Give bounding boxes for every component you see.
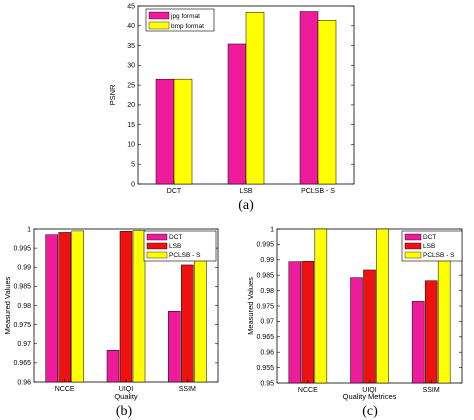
legend-entry: LSB	[423, 243, 435, 250]
y-tick-label: 20	[127, 102, 135, 109]
bar-dct-uiqi	[350, 277, 363, 384]
y-tick-label: 0.98	[260, 288, 274, 295]
bar-dct-ncce	[45, 234, 58, 383]
bar-pclsb-s-ncce	[71, 230, 84, 383]
x-tick-label: UIQI	[119, 386, 133, 393]
chart-panel-2: 0.95 0.955 0.96 0.965 0.97 0.975 0.98 0.985 0.99…	[246, 226, 463, 419]
x-tick-label: SSIM	[423, 387, 440, 394]
y-tick-label: 30	[127, 63, 135, 70]
y-tick-label: 15	[127, 122, 135, 129]
y-tick-label: 45	[127, 3, 135, 10]
y-tick-label: 0.965	[13, 360, 31, 367]
y-tick-label: 0.96	[260, 350, 274, 357]
x-tick-label: DCT	[167, 188, 182, 195]
bar-lsb-ncce	[301, 261, 315, 384]
y-tick-label: 0.985	[256, 273, 274, 280]
legend-swatch	[148, 11, 170, 20]
bar-jpg-format-lsb	[227, 43, 247, 185]
legend-entry: PCLSB - S	[423, 252, 455, 259]
x-tick-label: SSIM	[179, 386, 196, 393]
legend: DCT LSB PCLSB - S	[401, 230, 463, 262]
x-tick-label: NCCE	[55, 386, 75, 393]
x-tick-label: UIQI	[362, 387, 376, 394]
bar-lsb-uiqi	[119, 231, 133, 383]
y-tick-label: 25	[127, 82, 135, 89]
bar-bmp-format-lsb	[245, 12, 265, 185]
x-axis-label: Quality	[114, 392, 138, 401]
y-tick-label: 0.995	[256, 242, 274, 249]
y-tick-label: 1	[27, 226, 31, 233]
legend-swatch	[404, 251, 422, 259]
legend-entry: DCT	[423, 234, 436, 241]
y-tick-label: 0.965	[256, 334, 274, 341]
bar-pclsb-s-uiqi	[132, 230, 146, 383]
legend-entry: bmp format	[171, 23, 204, 30]
y-tick-label: 35	[127, 43, 135, 50]
legend: DCT LSB PCLSB - S	[143, 230, 217, 262]
legend-swatch	[146, 242, 168, 250]
legend-entry: DCT	[169, 234, 182, 241]
panel-caption: (c)	[362, 404, 378, 419]
bar-pclsb-s-ncce	[314, 228, 328, 384]
bar-dct-uiqi	[106, 350, 120, 383]
bar-bmp-format-dct	[173, 78, 193, 185]
legend-swatch	[404, 233, 422, 241]
x-axis-label: Quality Metrices	[343, 392, 397, 401]
y-tick-label: 0.975	[256, 303, 274, 310]
x-tick-label: PCLSB - S	[301, 188, 335, 195]
y-tick-label: 0.99	[260, 257, 274, 264]
legend-entry: LSB	[169, 243, 181, 250]
panel-caption: (b)	[116, 404, 133, 419]
bar-jpg-format-pclsb-s	[299, 11, 319, 185]
bar-bmp-format-pclsb-s	[317, 19, 337, 185]
legend-entry: jpg format	[170, 13, 200, 20]
legend: jpg format bmp format	[145, 8, 215, 32]
bar-jpg-format-dct	[155, 78, 175, 185]
legend-swatch	[146, 251, 168, 259]
chart-panel-1: 0.96 0.965 0.97 0.975 0.98 0.985 0.99 0.995 1 Mea…	[3, 226, 219, 419]
y-tick-label: 0.955	[256, 365, 274, 372]
bar-pclsb-s-ssim	[194, 252, 207, 383]
y-tick-label: 0.975	[13, 322, 31, 329]
y-tick-label: 10	[127, 142, 135, 149]
y-axis-label: Measured Values	[246, 277, 255, 335]
y-tick-label: 0.995	[13, 245, 31, 252]
y-tick-label: 5	[131, 162, 135, 169]
bar-lsb-uiqi	[363, 269, 376, 384]
legend-swatch	[404, 242, 422, 250]
y-tick-label: 0.96	[17, 379, 31, 386]
legend-swatch	[146, 233, 168, 241]
bar-dct-ssim	[411, 301, 425, 384]
y-axis-label: PSNR	[108, 84, 117, 105]
y-tick-label: 0.97	[17, 341, 31, 348]
y-tick-label: 0.98	[17, 303, 31, 310]
bar-lsb-ncce	[58, 232, 71, 383]
bar-lsb-ssim	[424, 280, 438, 384]
legend-entry: PCLSB - S	[169, 252, 201, 259]
y-axis-label: Measured Values	[3, 276, 12, 334]
y-tick-label: 40	[127, 23, 135, 30]
y-tick-label: 0.97	[260, 319, 274, 326]
chart-panel-0: 0 5 10 15 20 25 30 35 40 45 PSNR DCT LSB PCLSB - S jpg…	[108, 3, 355, 213]
panel-caption: (a)	[238, 198, 254, 213]
bar-dct-ncce	[288, 261, 302, 384]
y-tick-label: 0.99	[17, 265, 31, 272]
bar-dct-ssim	[168, 310, 181, 383]
bar-pclsb-s-ssim	[437, 251, 451, 384]
y-tick-label: 0	[131, 181, 135, 188]
y-tick-label: 1	[270, 226, 274, 233]
bar-lsb-ssim	[181, 264, 194, 383]
legend-swatch	[148, 21, 170, 30]
y-tick-label: 0.95	[260, 380, 274, 387]
y-tick-label: 0.985	[13, 284, 31, 291]
x-tick-label: NCCE	[298, 387, 318, 394]
x-tick-label: LSB	[239, 188, 253, 195]
bar-pclsb-s-uiqi	[376, 228, 389, 384]
